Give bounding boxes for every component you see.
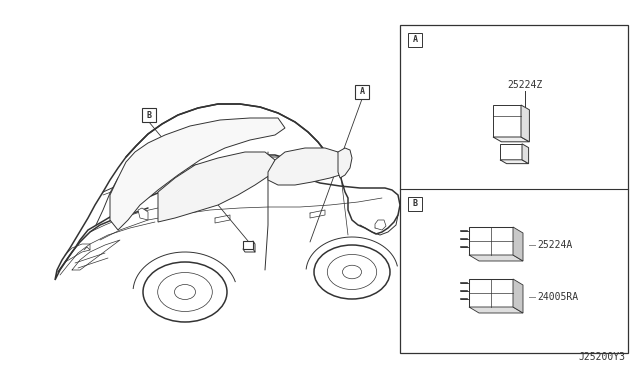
- Polygon shape: [500, 160, 529, 164]
- Polygon shape: [243, 241, 253, 249]
- Polygon shape: [493, 137, 529, 142]
- Polygon shape: [500, 144, 522, 160]
- Ellipse shape: [314, 245, 390, 299]
- Polygon shape: [408, 33, 422, 47]
- Text: B: B: [147, 110, 152, 119]
- Text: 25224A: 25224A: [537, 240, 572, 250]
- Text: 24005RA: 24005RA: [537, 292, 578, 302]
- Text: A: A: [413, 35, 417, 45]
- Polygon shape: [521, 105, 529, 142]
- Polygon shape: [493, 105, 521, 137]
- Polygon shape: [522, 144, 529, 164]
- Ellipse shape: [143, 262, 227, 322]
- Polygon shape: [469, 307, 523, 313]
- Text: A: A: [360, 87, 365, 96]
- Polygon shape: [513, 227, 523, 261]
- Polygon shape: [338, 148, 352, 178]
- Polygon shape: [142, 108, 156, 122]
- Bar: [400, 25, 628, 353]
- Ellipse shape: [157, 273, 212, 311]
- Polygon shape: [268, 148, 342, 185]
- Polygon shape: [469, 227, 513, 255]
- Polygon shape: [110, 118, 285, 230]
- Polygon shape: [138, 208, 148, 220]
- Polygon shape: [469, 279, 513, 307]
- Polygon shape: [55, 104, 400, 280]
- Polygon shape: [408, 197, 422, 211]
- Text: B: B: [413, 199, 417, 208]
- Ellipse shape: [327, 254, 377, 289]
- Ellipse shape: [342, 265, 362, 279]
- Text: 25224Z: 25224Z: [508, 80, 543, 90]
- Polygon shape: [158, 152, 275, 222]
- Polygon shape: [513, 279, 523, 313]
- Polygon shape: [355, 85, 369, 99]
- Ellipse shape: [175, 285, 195, 299]
- Text: J25200Y3: J25200Y3: [578, 352, 625, 362]
- Polygon shape: [469, 255, 523, 261]
